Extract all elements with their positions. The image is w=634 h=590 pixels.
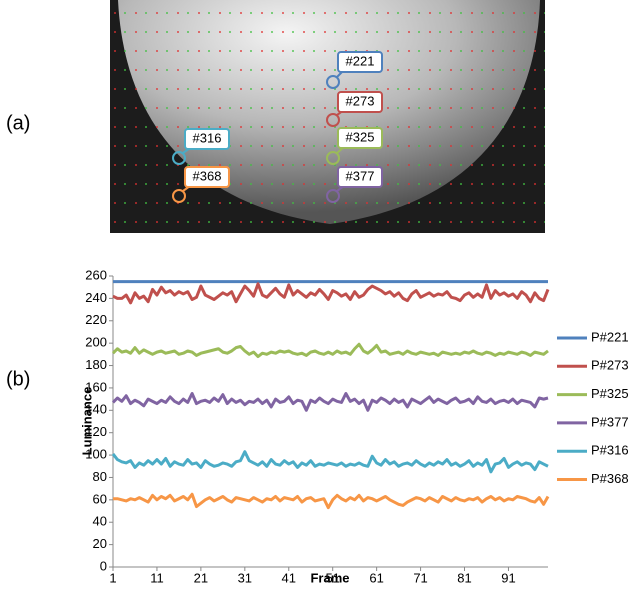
series-line	[111, 450, 549, 474]
y-tick-label: 80	[93, 469, 107, 484]
legend-label: P#316	[591, 443, 629, 458]
series-line	[113, 492, 550, 510]
callout-label: #368	[193, 168, 222, 183]
panel-label: (a)	[6, 112, 30, 134]
callout	[326, 91, 383, 127]
x-tick-label: 71	[413, 570, 427, 585]
legend-label: P#377	[591, 414, 629, 429]
callout-label: #377	[346, 168, 375, 183]
x-tick-label: 1	[109, 570, 116, 585]
y-tick-label: 60	[93, 491, 107, 506]
y-tick-label: 180	[85, 357, 107, 372]
y-tick-label: 0	[100, 558, 107, 573]
x-tick-label: 91	[501, 570, 515, 585]
callouts	[172, 51, 383, 203]
y-tick-label: 260	[85, 267, 107, 282]
callout-label: #325	[346, 129, 375, 144]
y-tick-label: 240	[85, 290, 107, 305]
legend-label: P#368	[591, 471, 629, 486]
callout-label: #316	[193, 130, 222, 145]
series-line	[111, 392, 549, 412]
callout	[326, 127, 383, 165]
series-line	[112, 282, 550, 305]
x-tick-label: 81	[457, 570, 471, 585]
series-line	[111, 342, 549, 359]
x-tick-label: 11	[150, 570, 164, 585]
callout-label: #221	[346, 53, 375, 68]
callout	[326, 166, 383, 203]
x-tick-label: 21	[194, 570, 208, 585]
y-tick-label: 120	[85, 424, 107, 439]
x-tick-label: 41	[282, 570, 296, 585]
x-tick-label: 61	[369, 570, 383, 585]
x-tick-label: 31	[238, 570, 252, 585]
y-axis-title: Luminance	[79, 387, 94, 456]
y-tick-label: 160	[85, 379, 107, 394]
legend-label: P#325	[591, 386, 629, 401]
x-axis-title: Frame	[310, 570, 349, 585]
y-tick-label: 140	[85, 402, 107, 417]
y-tick-label: 220	[85, 312, 107, 327]
panel-label: (b)	[6, 368, 30, 390]
callout-label: #273	[346, 93, 375, 108]
legend-label: P#221	[591, 329, 629, 344]
y-tick-label: 200	[85, 335, 107, 350]
x-tick-label: 51	[325, 570, 339, 585]
y-tick-label: 100	[85, 447, 107, 462]
y-tick-label: 20	[93, 536, 107, 551]
callout	[172, 128, 230, 165]
callout	[172, 166, 230, 203]
callout	[326, 51, 383, 89]
y-tick-label: 40	[93, 514, 107, 529]
legend-label: P#273	[591, 358, 629, 373]
